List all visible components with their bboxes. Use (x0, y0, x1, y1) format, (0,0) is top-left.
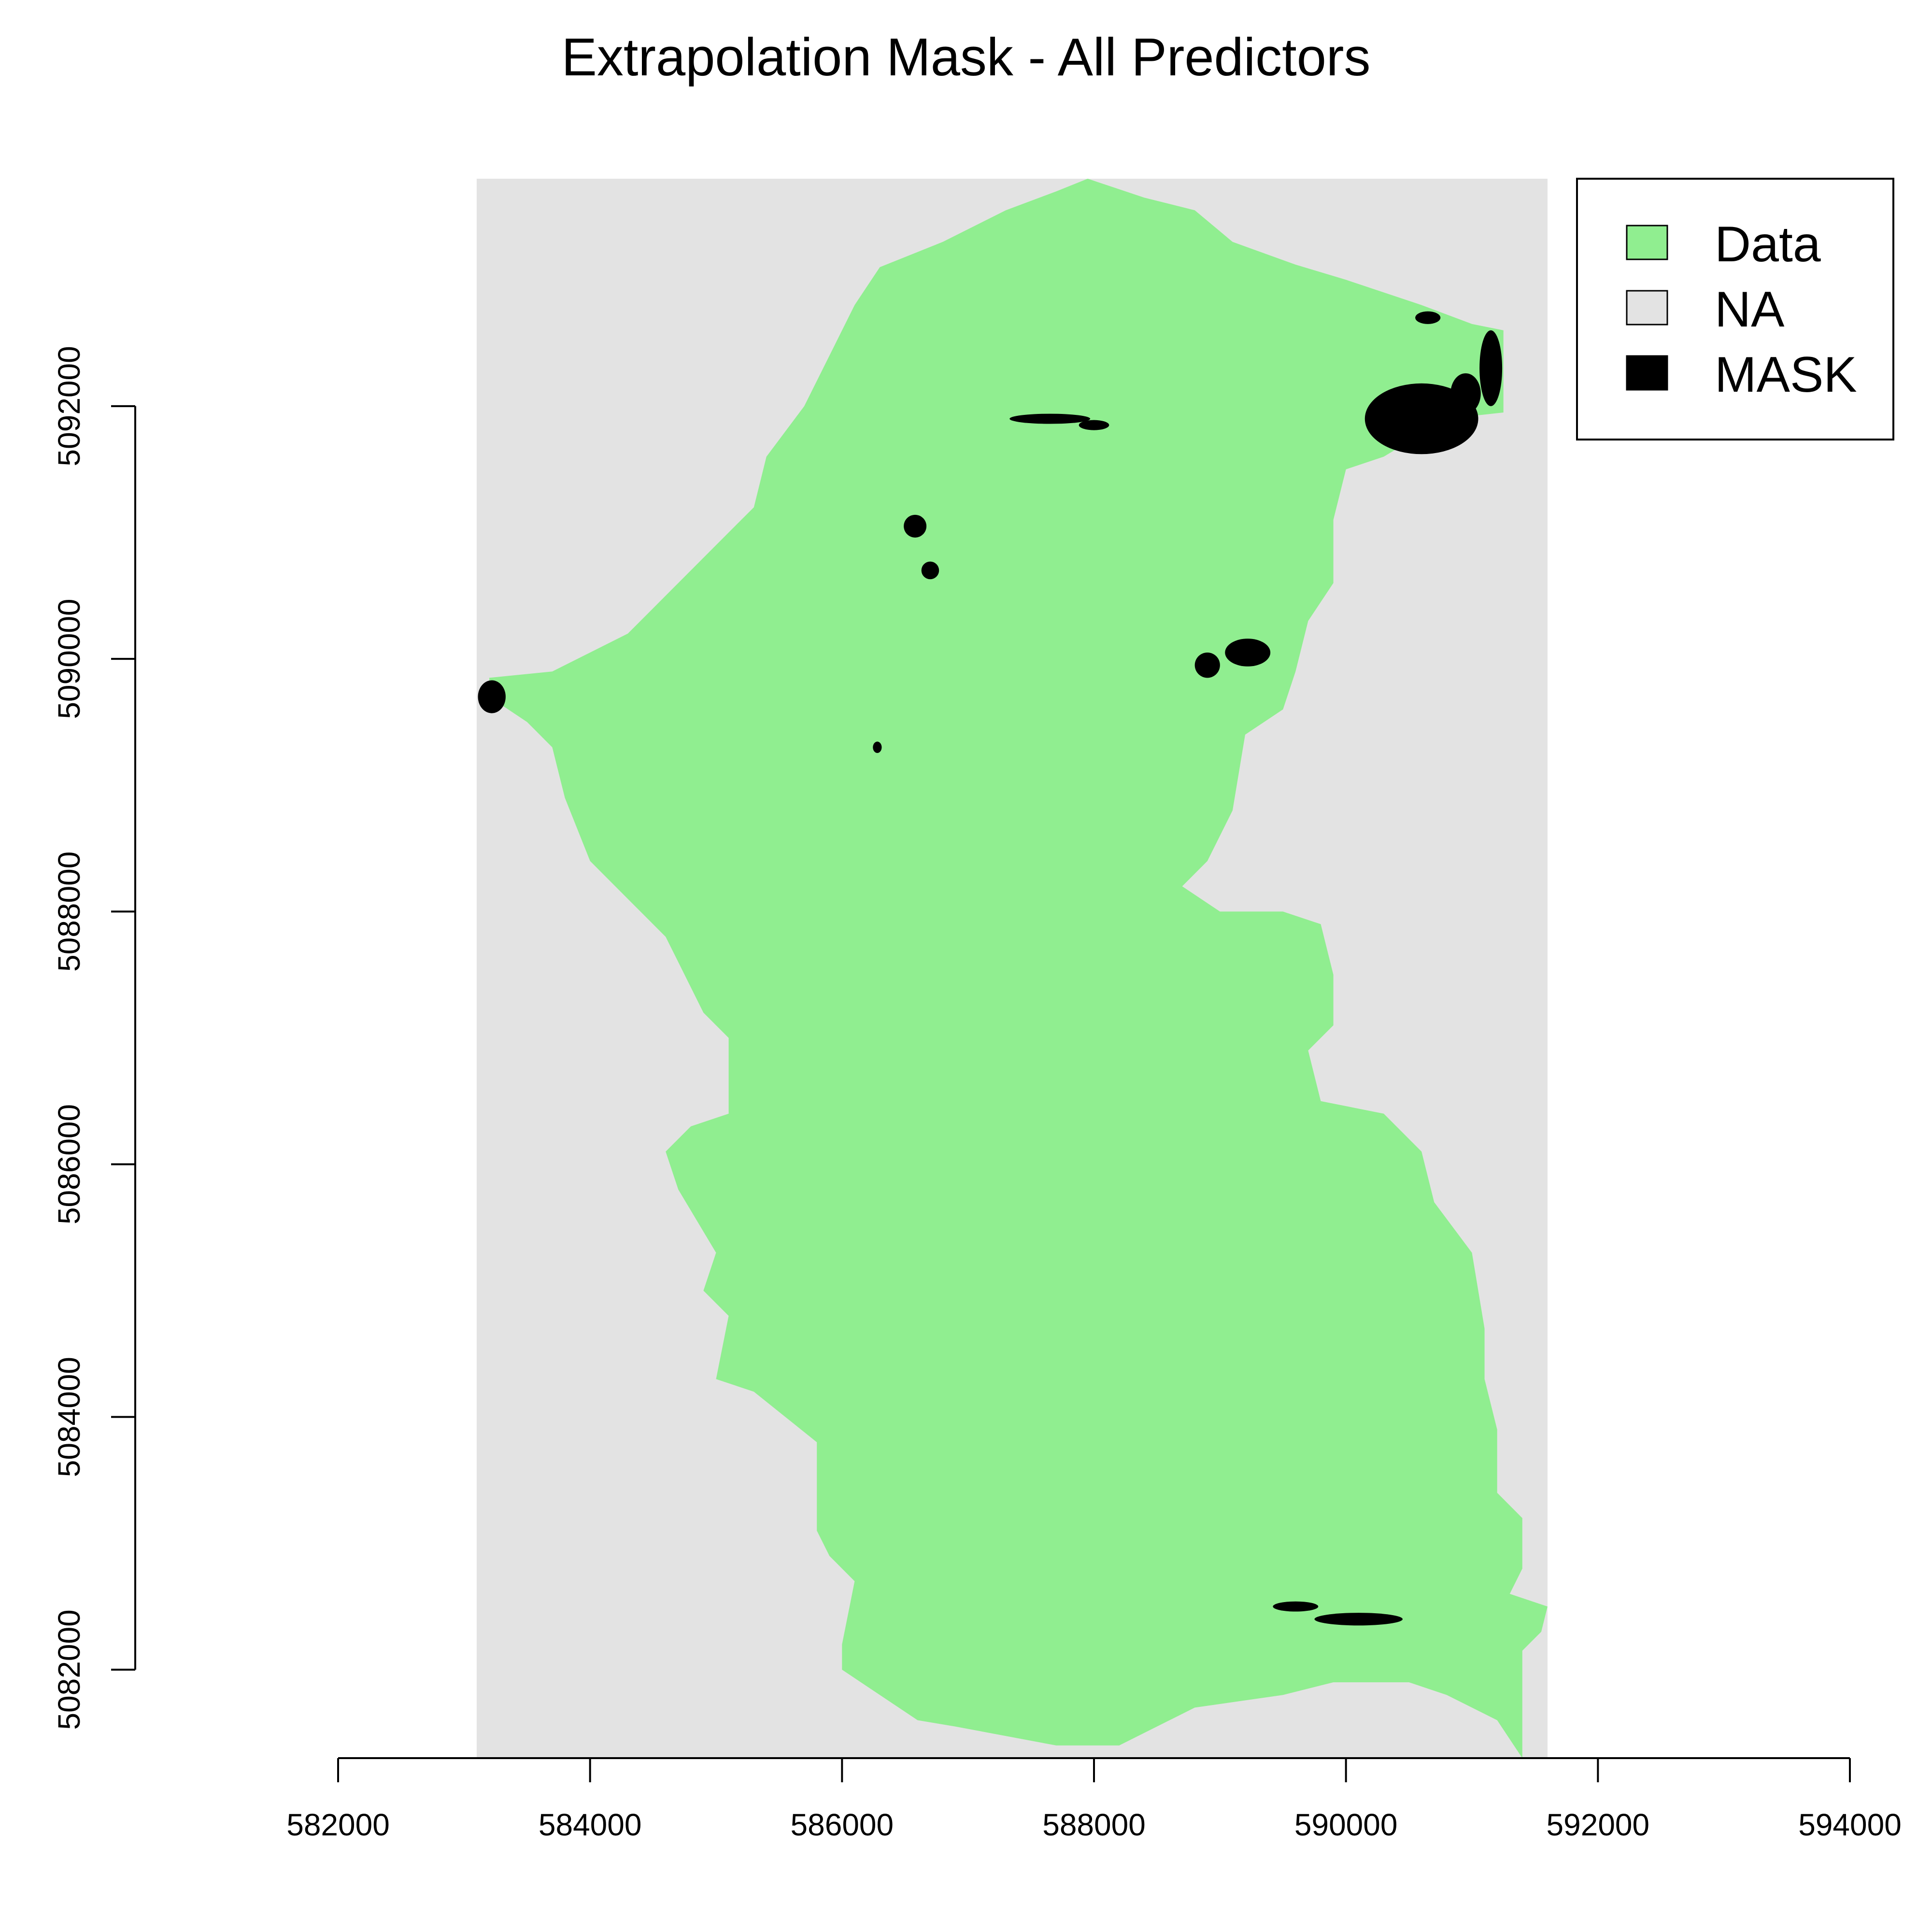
y-tick-label: 5084000 (52, 1357, 86, 1477)
mask-patch (873, 741, 882, 753)
mask-patch (1273, 1601, 1319, 1612)
mask-patch (1364, 383, 1478, 455)
mask-patch (1079, 420, 1109, 430)
mask-patch (1450, 373, 1481, 414)
legend-swatch (1626, 355, 1668, 391)
x-tick-label: 582000 (286, 1807, 390, 1842)
legend-label: MASK (1715, 347, 1857, 403)
mask-patch (1479, 330, 1503, 406)
x-tick-label: 592000 (1547, 1807, 1650, 1842)
mask-patch (1009, 413, 1091, 424)
mask-patch (921, 561, 939, 580)
x-tick-label: 590000 (1294, 1807, 1398, 1842)
mask-patch (1415, 311, 1441, 324)
legend: Data NA MASK (1576, 178, 1894, 440)
mask-patch (478, 680, 506, 713)
chart-title: Extrapolation Mask - All Predictors (561, 28, 1371, 87)
legend-swatch (1626, 225, 1668, 260)
x-tick-label: 594000 (1798, 1807, 1902, 1842)
data-region (489, 179, 1548, 1758)
mask-patch (1194, 653, 1220, 678)
y-tick-label: 5090000 (52, 599, 86, 719)
y-tick-label: 5082000 (52, 1609, 86, 1730)
x-tick-label: 586000 (791, 1807, 894, 1842)
y-tick-label: 5088000 (52, 852, 86, 972)
x-tick-label: 588000 (1042, 1807, 1146, 1842)
legend-label: NA (1715, 282, 1785, 338)
legend-swatch (1626, 290, 1668, 326)
legend-label: Data (1715, 216, 1821, 272)
raster-layer (476, 179, 1548, 1758)
axes: 582000 584000 586000 588000 590000 592000 5940… (52, 346, 1902, 1842)
y-tick-label: 5092000 (52, 346, 86, 466)
mask-patch (1314, 1613, 1403, 1626)
mask-patch (904, 514, 927, 538)
y-tick-label: 5086000 (52, 1104, 86, 1224)
x-tick-label: 584000 (539, 1807, 642, 1842)
mask-patch (1225, 639, 1271, 667)
